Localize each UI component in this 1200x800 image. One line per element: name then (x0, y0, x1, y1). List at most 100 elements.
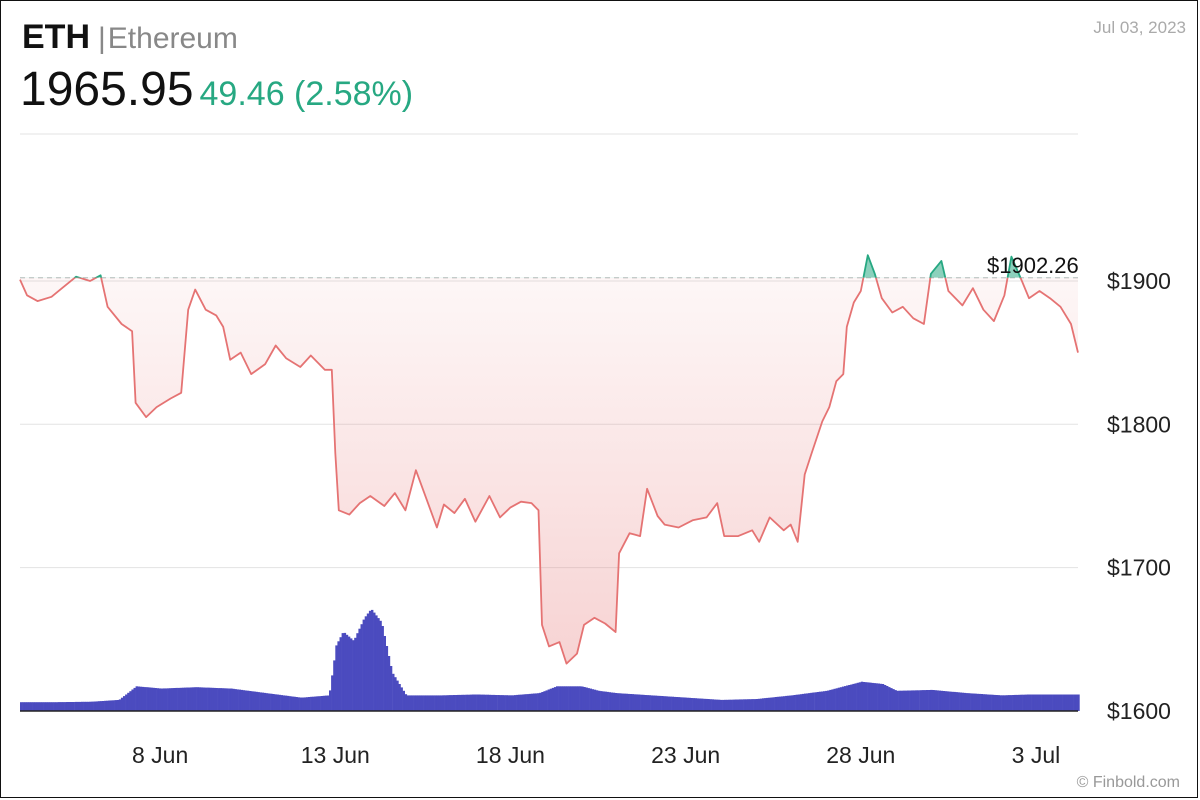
volume-bar (974, 693, 977, 711)
volume-bar (680, 697, 683, 711)
volume-bar (43, 702, 46, 711)
volume-bar (453, 695, 456, 711)
volume-bar (917, 690, 920, 711)
volume-bar (76, 701, 80, 711)
volume-bar (1020, 694, 1023, 711)
volume-bar (1050, 694, 1053, 711)
volume-bar (411, 695, 414, 711)
volume-bar (545, 690, 548, 711)
volume-bar (720, 699, 723, 711)
volume-bar (741, 699, 744, 711)
x-tick-label-13: 13 Jun (301, 742, 370, 768)
volume-bar (495, 695, 498, 711)
volume-bar (444, 695, 447, 711)
volume-bar (724, 699, 727, 711)
volume-bar (574, 686, 578, 711)
volume-bar (41, 702, 44, 711)
volume-bar (1073, 694, 1076, 711)
volume-bar (402, 690, 405, 711)
volume-bar (421, 695, 424, 711)
volume-bar (324, 695, 328, 711)
volume-bar (516, 694, 519, 711)
volume-bar (1071, 694, 1074, 711)
reference-line-label: $1902.26 (987, 253, 1079, 278)
volume-bar (951, 691, 954, 711)
volume-bar (244, 690, 248, 711)
volume-bar (282, 695, 286, 711)
volume-bar (171, 688, 174, 711)
volume-bar (293, 696, 296, 711)
volume-bar (837, 687, 841, 711)
volume-bar (514, 695, 517, 711)
volume-bar (1056, 694, 1059, 711)
y-tick-label-1700: $1700 (1107, 555, 1171, 581)
volume-bar (520, 694, 523, 711)
volume-bar (223, 688, 227, 711)
volume-bar (505, 695, 508, 711)
volume-bar (337, 641, 340, 711)
volume-bar (112, 700, 115, 711)
volume-bar (99, 701, 103, 711)
volume-bar (1043, 694, 1047, 711)
volume-bar (360, 624, 363, 711)
volume-bar (577, 686, 580, 711)
volume-bar (503, 695, 506, 711)
volume-bar (785, 695, 788, 711)
volume-bar (150, 687, 153, 711)
volume-bar (585, 687, 588, 711)
volume-bar (272, 694, 275, 711)
volume-bar (831, 689, 834, 711)
x-tick-label-18: 18 Jun (476, 742, 545, 768)
volume-bar (32, 702, 35, 711)
volume-bar (665, 696, 668, 711)
volume-bar (526, 694, 529, 711)
volume-bar (638, 694, 641, 711)
volume-bar (509, 695, 513, 711)
volume-bar (858, 682, 862, 711)
volume-bar (213, 687, 216, 711)
volume-bar (923, 690, 927, 711)
volume-bar (87, 701, 90, 711)
volume-bar (671, 696, 674, 711)
volume-bar (1058, 694, 1061, 711)
volume-bar (738, 699, 742, 711)
volume-bar (1003, 695, 1007, 711)
volume-bar (83, 701, 86, 711)
volume-bar (1062, 694, 1065, 711)
volume-bar (907, 690, 910, 711)
volume-bar (144, 687, 147, 711)
volume-bar (877, 683, 880, 711)
volume-bar (392, 673, 395, 711)
volume-bar (572, 686, 576, 711)
volume-bar (354, 637, 357, 711)
volume-bar (770, 697, 773, 711)
volume-bar (156, 688, 159, 711)
volume-bar (194, 687, 197, 711)
volume-bar (299, 697, 302, 711)
volume-bar (705, 698, 708, 711)
volume-bar (804, 693, 807, 711)
volume-bar (654, 695, 658, 711)
volume-bar (913, 690, 916, 711)
volume-bar (265, 693, 269, 711)
volume-bar (427, 695, 431, 711)
volume-bar (251, 691, 254, 711)
volume-bar (207, 687, 210, 711)
volume-bar (236, 689, 239, 711)
volume-bar (583, 687, 586, 711)
volume-bar (381, 626, 384, 711)
volume-bar (291, 696, 294, 711)
volume-bar (127, 692, 130, 711)
volume-bar (1037, 694, 1040, 711)
volume-bar (886, 686, 889, 711)
volume-bar (904, 690, 908, 711)
volume-bar (404, 694, 408, 711)
volume-bar (432, 695, 435, 711)
volume-bar (377, 618, 380, 711)
volume-bar (200, 687, 204, 711)
volume-bar (394, 677, 397, 711)
volume-bar (129, 691, 132, 711)
volume-bar (961, 692, 965, 711)
volume-bar (612, 692, 616, 711)
